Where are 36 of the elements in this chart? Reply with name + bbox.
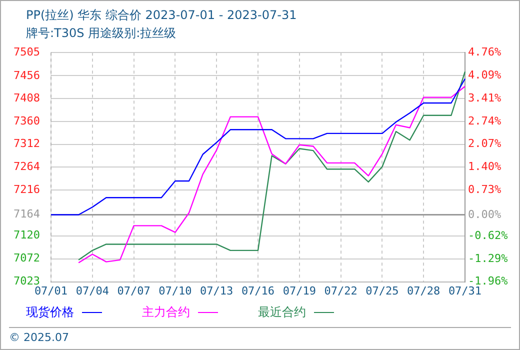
chart-subtitle: 牌号:T30S 用途级别:拉丝级 bbox=[25, 25, 178, 42]
y2-tick-label: 3.41% bbox=[468, 92, 502, 105]
x-tick-label: 07/13 bbox=[200, 284, 234, 298]
y-tick-label: 7264 bbox=[14, 160, 40, 174]
x-tick-label: 07/22 bbox=[324, 284, 358, 298]
y-tick-label: 7408 bbox=[14, 92, 40, 105]
x-tick-label: 07/04 bbox=[76, 284, 110, 298]
y-tick-label: 7456 bbox=[14, 68, 40, 82]
y-tick-label: 7312 bbox=[14, 137, 40, 150]
y-tick-label: 7072 bbox=[14, 251, 40, 264]
y-tick-label: 7120 bbox=[14, 228, 40, 242]
y2-tick-label: 1.40% bbox=[468, 160, 502, 174]
legend-label: 最近合约 bbox=[258, 304, 306, 320]
y2-tick-label: -1.29% bbox=[468, 252, 508, 265]
y2-tick-label: 2.74% bbox=[468, 114, 502, 128]
x-tick-label: 07/10 bbox=[158, 284, 192, 298]
y-tick-label: 7164 bbox=[14, 208, 40, 221]
chart-title: PP(拉丝) 华东 综合价 2023-07-01 - 2023-07-31 bbox=[25, 7, 298, 23]
legend-label: 现货价格 bbox=[26, 304, 74, 320]
y2-tick-label: 4.09% bbox=[468, 68, 502, 82]
y2-tick-label: 4.76% bbox=[468, 45, 502, 58]
y2-tick-label: -0.62% bbox=[468, 228, 508, 242]
legend-label: 主力合约 bbox=[142, 304, 190, 320]
x-tick-label: 07/28 bbox=[407, 284, 440, 298]
x-tick-label: 07/19 bbox=[282, 284, 316, 298]
x-tick-label: 07/31 bbox=[448, 284, 482, 298]
x-tick-label: 07/16 bbox=[241, 284, 275, 298]
text: © 2025.07 bbox=[9, 331, 69, 344]
y-tick-label: 7360 bbox=[14, 114, 40, 128]
y2-tick-label: 0.00% bbox=[468, 208, 502, 221]
y-tick-label: 7505 bbox=[14, 45, 40, 58]
y-tick-label: 7216 bbox=[14, 182, 40, 196]
y2-tick-label: 2.07% bbox=[468, 137, 502, 150]
x-tick-label: 07/07 bbox=[117, 284, 150, 298]
x-tick-label: 07/25 bbox=[366, 284, 399, 298]
y2-tick-label: 0.73% bbox=[468, 182, 502, 196]
